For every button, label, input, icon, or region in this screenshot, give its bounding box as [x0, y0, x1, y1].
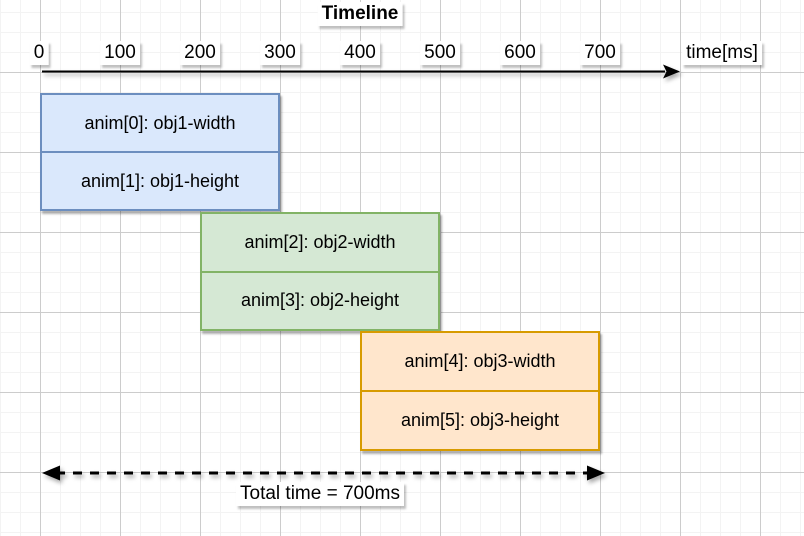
- total-time-label: Total time = 700ms: [236, 482, 404, 506]
- anim-block-3: anim[3]: obj2-height: [202, 270, 438, 330]
- axis-tick-label-500: 500: [420, 41, 460, 65]
- axis-tick-label-300: 300: [260, 41, 300, 65]
- anim-block-2: anim[2]: obj2-width: [244, 231, 396, 252]
- anim-block-0: anim[0]: obj1-width: [84, 112, 236, 133]
- anim-group-obj2: anim[2]: obj2-width anim[3]: obj2-height: [200, 212, 440, 331]
- axis-tick-label-400: 400: [340, 41, 380, 65]
- anim-block-1: anim[1]: obj1-height: [42, 151, 278, 209]
- time-axis-arrow: [42, 64, 680, 79]
- anim-group-obj1: anim[0]: obj1-width anim[1]: obj1-height: [40, 93, 280, 211]
- diagram-title: Timeline: [317, 2, 403, 26]
- anim-group-obj3: anim[4]: obj3-width anim[5]: obj3-height: [360, 331, 600, 451]
- axis-tick-label-700: 700: [580, 41, 620, 65]
- axis-tick-label-200: 200: [180, 41, 220, 65]
- anim-block-4: anim[4]: obj3-width: [404, 351, 556, 371]
- axis-tick-label-100: 100: [100, 41, 140, 65]
- axis-unit-label: time[ms]: [682, 41, 762, 65]
- total-time-arrow: [42, 465, 605, 481]
- anim-block-5: anim[5]: obj3-height: [362, 390, 598, 449]
- axis-tick-label-0: 0: [29, 41, 49, 65]
- axis-tick-label-600: 600: [500, 41, 540, 65]
